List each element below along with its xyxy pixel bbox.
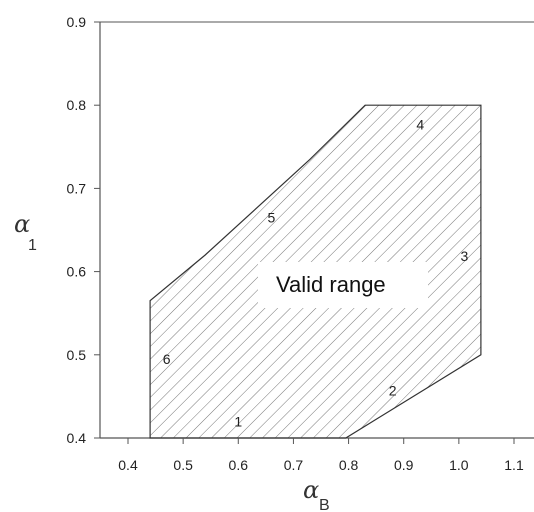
y-tick-label: 0.5: [67, 347, 87, 363]
boundary-label-6: 6: [163, 351, 171, 367]
x-ticks: 0.4 0.5 0.6 0.7 0.8 0.9 1.0 1.1: [118, 438, 524, 473]
y-tick-label: 0.6: [67, 264, 87, 280]
x-axis-label-symbol: α: [303, 476, 319, 504]
x-axis-label-subscript: B: [319, 497, 330, 512]
y-tick-label: 0.7: [67, 180, 87, 196]
x-axis-label: α B: [303, 476, 330, 512]
y-axis-label-symbol: α: [14, 210, 30, 238]
y-tick-label: 0.4: [67, 430, 87, 446]
boundary-label-3: 3: [460, 248, 468, 264]
x-tick-label: 0.4: [118, 457, 138, 473]
boundary-label-5: 5: [267, 210, 275, 226]
boundary-label-2: 2: [389, 383, 397, 399]
x-tick-label: 0.5: [173, 457, 193, 473]
y-axis-label-subscript: 1: [28, 237, 37, 254]
x-tick-label: 0.8: [339, 457, 359, 473]
x-tick-label: 0.6: [229, 457, 249, 473]
region-label-background: [258, 262, 428, 308]
region-layer: Valid range: [149, 104, 482, 439]
y-tick-label: 0.8: [67, 97, 87, 113]
region-label: Valid range: [276, 272, 386, 297]
y-tick-label: 0.9: [67, 14, 87, 30]
x-tick-label: 0.9: [394, 457, 414, 473]
x-tick-label: 0.7: [284, 457, 304, 473]
y-ticks: 0.4 0.5 0.6 0.7 0.8 0.9: [67, 14, 100, 446]
x-tick-label: 1.0: [449, 457, 469, 473]
boundary-labels: 1 2 3 4 5 6: [163, 116, 469, 429]
x-tick-label: 1.1: [504, 457, 524, 473]
boundary-label-1: 1: [234, 413, 242, 429]
y-axis-label: α 1: [14, 210, 37, 254]
boundary-label-4: 4: [416, 116, 424, 132]
